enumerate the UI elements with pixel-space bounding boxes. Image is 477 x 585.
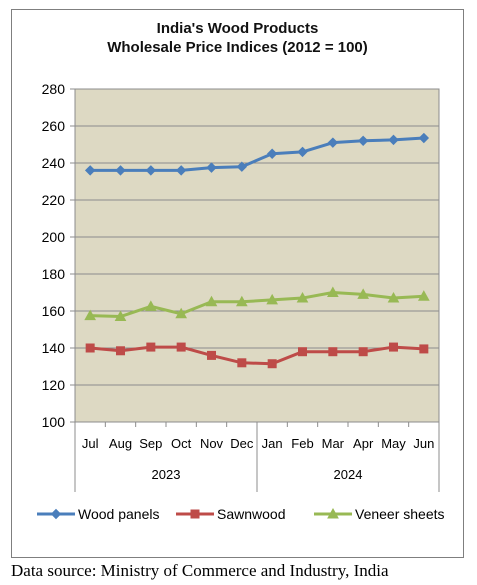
y-tick-label: 160 (42, 303, 66, 319)
data-point-wood-panels (115, 165, 126, 176)
data-point-sawnwood (267, 359, 277, 369)
data-point-wood-panels (206, 162, 217, 173)
data-point-sawnwood (85, 343, 95, 353)
y-tick-label: 100 (42, 414, 66, 430)
data-point-veneer-sheets (84, 309, 97, 321)
data-point-wood-panels (388, 134, 399, 146)
y-tick-label: 220 (42, 192, 66, 208)
chart-title-line-1: India's Wood Products (156, 20, 319, 37)
x-tick-label: Mar (322, 436, 345, 451)
data-point-sawnwood (419, 344, 429, 354)
data-point-sawnwood (237, 358, 247, 368)
legend-label-sawnwood: Sawnwood (217, 506, 286, 522)
data-point-wood-panels (297, 146, 308, 158)
y-tick-label: 240 (42, 155, 66, 171)
data-point-wood-panels (84, 165, 96, 176)
data-point-sawnwood (358, 347, 368, 357)
data-point-wood-panels (327, 137, 339, 148)
data-point-veneer-sheets (235, 295, 248, 307)
data-point-sawnwood (389, 342, 398, 352)
data-point-veneer-sheets (266, 293, 279, 305)
data-point-wood-panels (418, 132, 430, 144)
series-line-veneer-sheets (90, 291, 424, 319)
data-point-veneer-sheets (387, 292, 400, 303)
data-point-sawnwood (207, 350, 216, 360)
data-point-wood-panels (266, 148, 278, 159)
y-tick-label: 280 (42, 81, 66, 97)
data-point-veneer-sheets (144, 300, 157, 311)
legend-marker-veneer-sheets (327, 507, 339, 519)
x-tick-label: Oct (171, 436, 192, 451)
x-tick-label: Aug (109, 436, 132, 451)
data-point-sawnwood (116, 346, 125, 356)
chart-title: India's Wood Products Wholesale Price In… (11, 19, 464, 57)
y-tick-label: 120 (42, 377, 66, 393)
y-tick-label: 260 (42, 118, 66, 134)
data-point-veneer-sheets (205, 295, 218, 307)
data-point-wood-panels (175, 165, 187, 176)
data-point-veneer-sheets (175, 307, 188, 319)
y-tick-label: 200 (42, 229, 66, 245)
y-tick-label: 140 (42, 340, 66, 356)
data-point-wood-panels (145, 165, 157, 176)
y-tick-label: 180 (42, 266, 66, 282)
legend-label-veneer-sheets: Veneer sheets (355, 506, 445, 522)
data-point-sawnwood (176, 342, 186, 352)
data-point-sawnwood (328, 347, 338, 357)
data-point-veneer-sheets (417, 290, 430, 301)
x-tick-label: May (381, 436, 406, 451)
x-tick-label: Apr (353, 436, 374, 451)
data-point-veneer-sheets (114, 310, 127, 322)
legend-marker-sawnwood (190, 509, 200, 519)
x-tick-label: Jul (82, 436, 99, 451)
data-point-veneer-sheets (296, 292, 309, 303)
data-point-sawnwood (298, 347, 307, 357)
data-source-note: Data source: Ministry of Commerce and In… (11, 561, 389, 580)
x-tick-label: Jan (262, 436, 283, 451)
chart-title-line-2: Wholesale Price Indices (2012 = 100) (107, 39, 368, 56)
year-group-label: 2024 (334, 467, 363, 482)
data-point-veneer-sheets (326, 286, 339, 297)
x-tick-label: Sep (139, 436, 162, 451)
x-tick-label: Nov (200, 436, 224, 451)
x-tick-label: Jun (413, 436, 434, 451)
data-point-wood-panels (357, 135, 369, 147)
plot-area (74, 88, 440, 423)
legend-label-wood-panels: Wood panels (78, 506, 159, 522)
series-line-sawnwood (90, 345, 424, 366)
year-group-label: 2023 (152, 467, 181, 482)
data-point-veneer-sheets (357, 288, 370, 299)
data-point-sawnwood (146, 342, 156, 352)
x-tick-label: Dec (230, 436, 254, 451)
x-tick-label: Feb (291, 436, 313, 451)
legend-marker-wood-panels (50, 508, 62, 520)
data-point-wood-panels (236, 161, 248, 172)
